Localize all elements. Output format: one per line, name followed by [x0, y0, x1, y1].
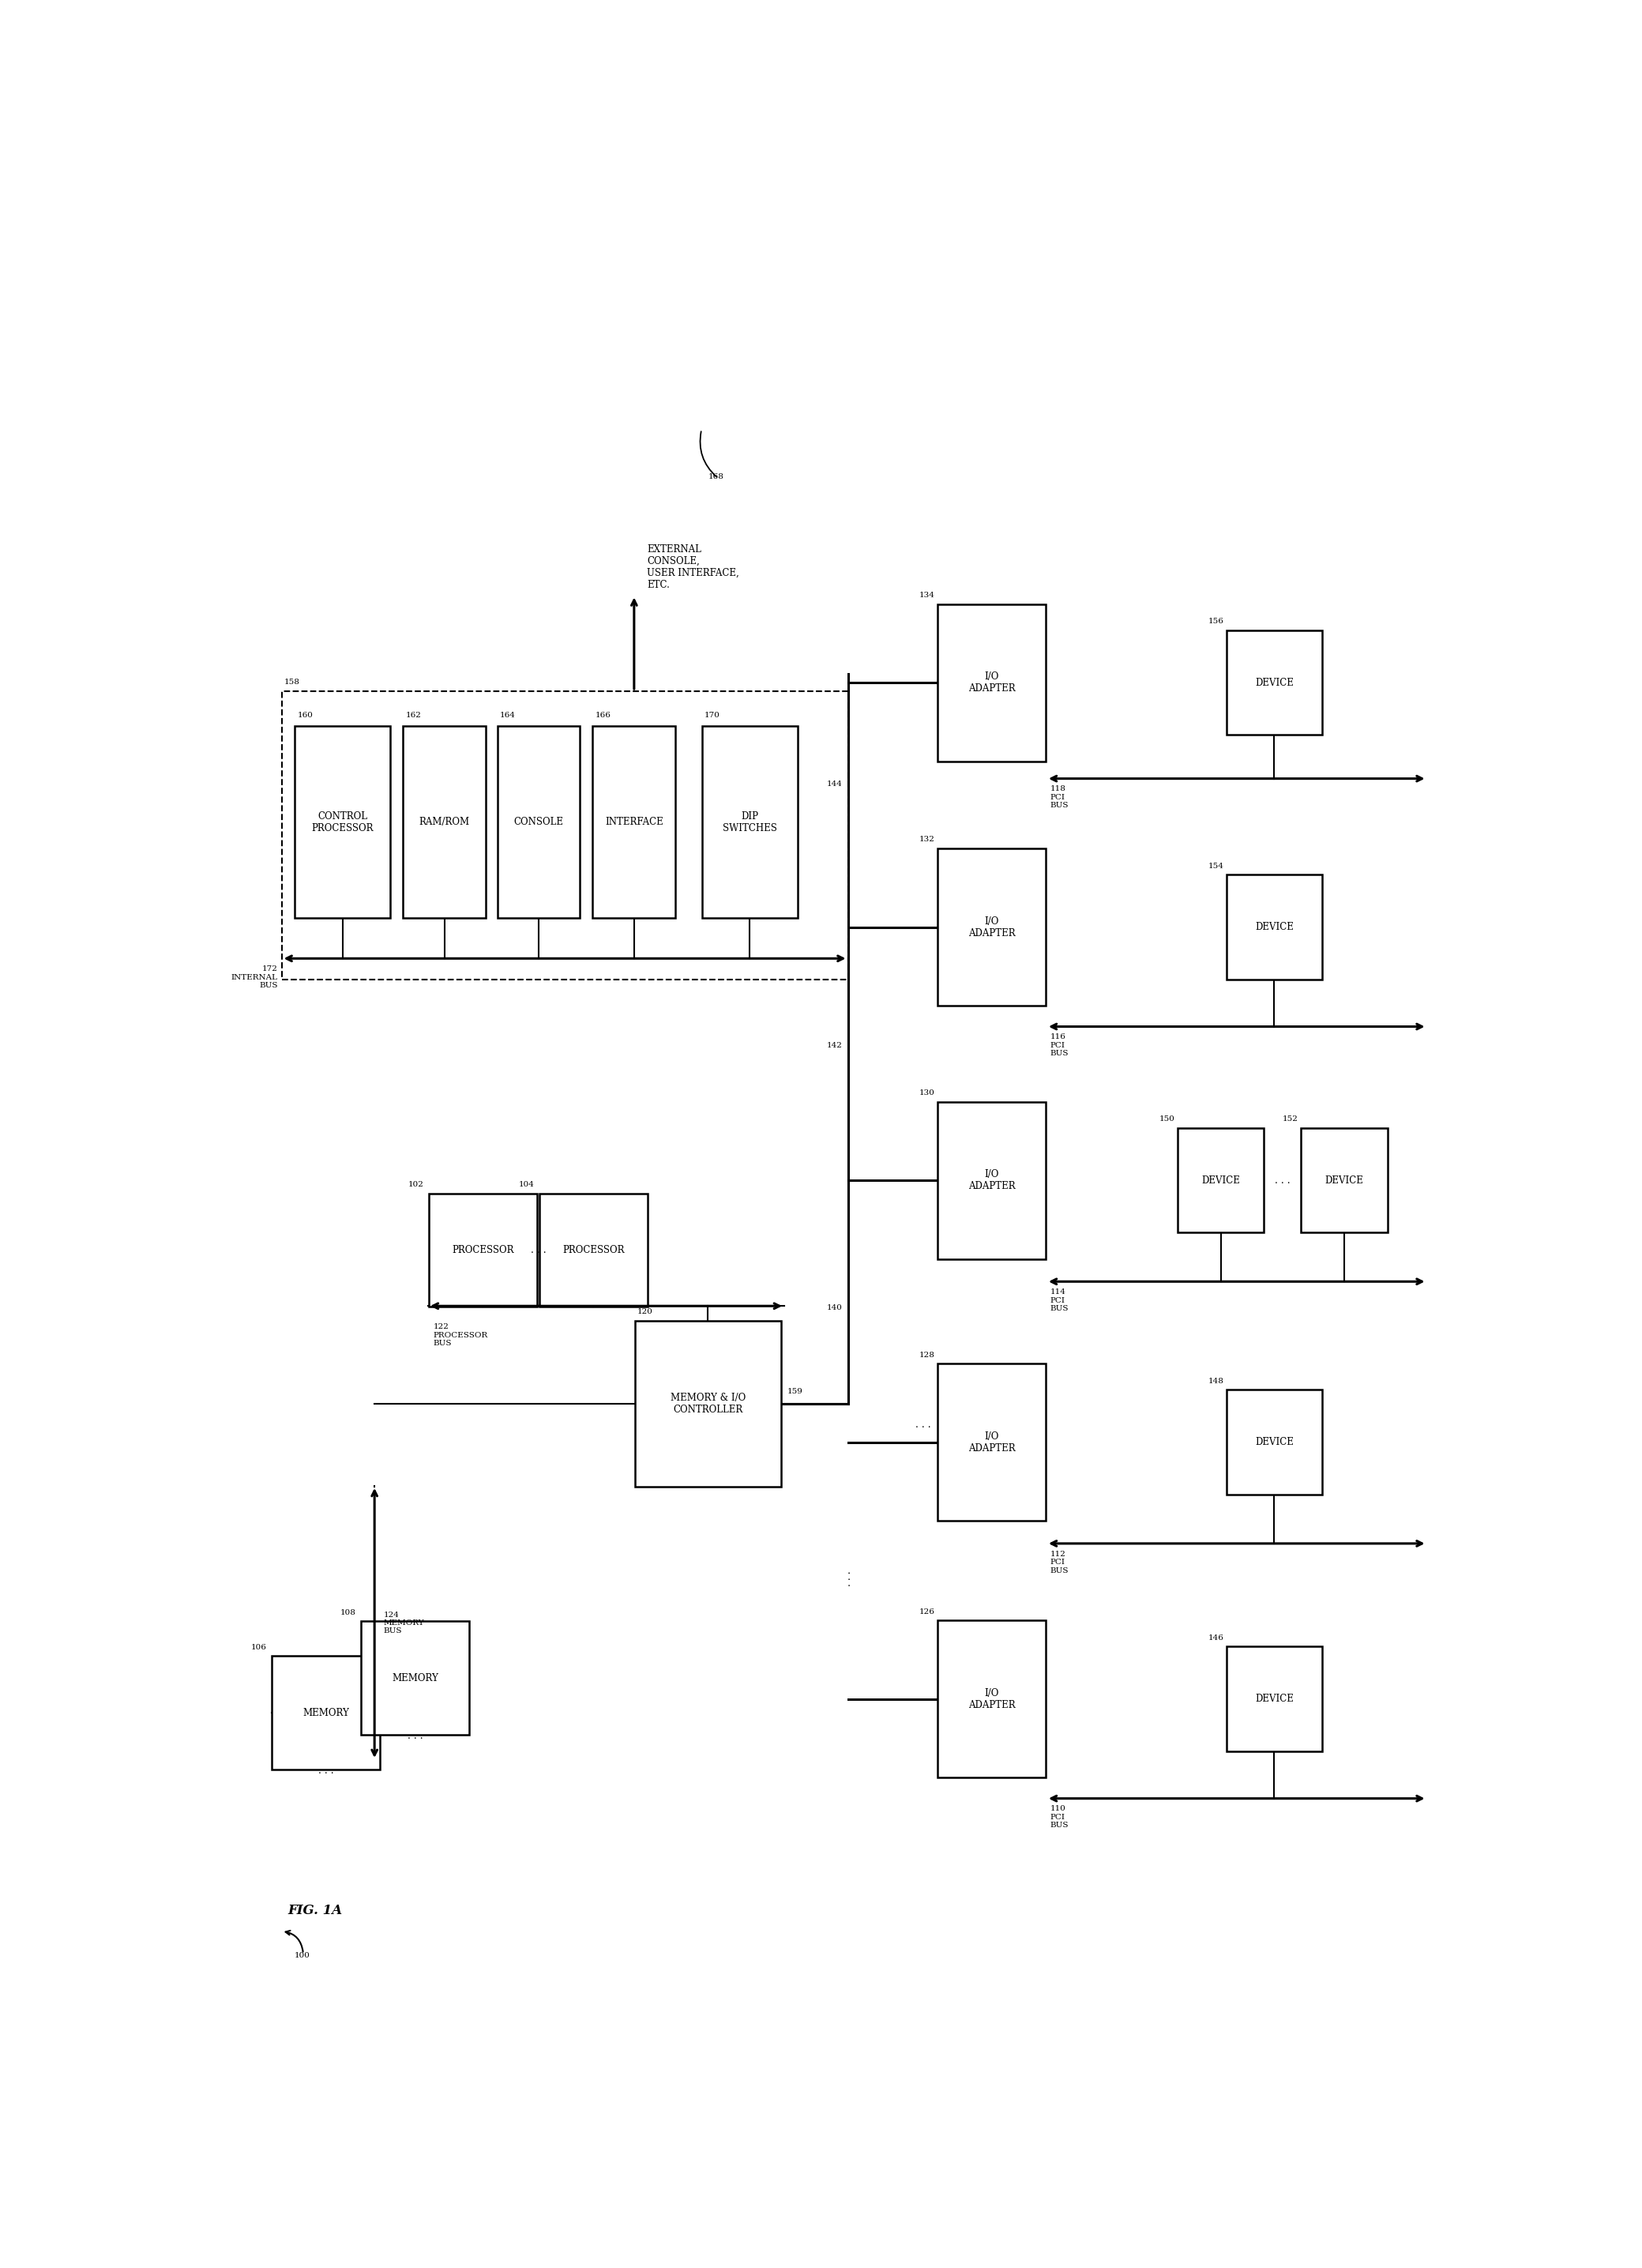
- Text: I/O
ADAPTER: I/O ADAPTER: [969, 1687, 1015, 1710]
- Text: MEMORY: MEMORY: [302, 1708, 350, 1719]
- Text: DEVICE: DEVICE: [1254, 678, 1294, 687]
- Text: 106: 106: [251, 1644, 268, 1651]
- Text: 160: 160: [297, 712, 314, 719]
- Text: 110
PCI
BUS: 110 PCI BUS: [1051, 1805, 1069, 1828]
- Text: 152: 152: [1282, 1116, 1299, 1123]
- Bar: [361, 1622, 470, 1735]
- Text: 150: 150: [1159, 1116, 1176, 1123]
- Text: . . .: . . .: [842, 1572, 854, 1585]
- Text: 130: 130: [920, 1089, 934, 1095]
- Bar: [938, 1619, 1046, 1778]
- Text: 170: 170: [704, 712, 721, 719]
- Text: DEVICE: DEVICE: [1254, 1438, 1294, 1447]
- Bar: [938, 1102, 1046, 1259]
- Text: DEVICE: DEVICE: [1254, 1694, 1294, 1703]
- Text: 114
PCI
BUS: 114 PCI BUS: [1051, 1288, 1069, 1313]
- Text: 159: 159: [788, 1388, 803, 1395]
- Text: . . .: . . .: [530, 1245, 547, 1254]
- Bar: [282, 692, 847, 980]
- Text: 142: 142: [828, 1043, 842, 1050]
- Text: 166: 166: [596, 712, 611, 719]
- Text: DEVICE: DEVICE: [1325, 1175, 1363, 1186]
- Text: 102: 102: [407, 1182, 424, 1188]
- Bar: [1227, 1647, 1322, 1751]
- Text: 116
PCI
BUS: 116 PCI BUS: [1051, 1034, 1069, 1057]
- Bar: [1300, 1127, 1387, 1234]
- Text: INTERFACE: INTERFACE: [604, 816, 663, 828]
- Text: MEMORY: MEMORY: [392, 1674, 438, 1683]
- Text: I/O
ADAPTER: I/O ADAPTER: [969, 1431, 1015, 1454]
- Text: 128: 128: [920, 1352, 934, 1359]
- Text: I/O
ADAPTER: I/O ADAPTER: [969, 1170, 1015, 1191]
- Text: 148: 148: [1209, 1377, 1223, 1383]
- Text: DEVICE: DEVICE: [1254, 921, 1294, 932]
- Bar: [273, 1656, 381, 1769]
- Text: CONTROL
PROCESSOR: CONTROL PROCESSOR: [312, 812, 374, 832]
- Text: 154: 154: [1209, 862, 1223, 869]
- Text: 122
PROCESSOR
BUS: 122 PROCESSOR BUS: [433, 1325, 488, 1347]
- Text: DIP
SWITCHES: DIP SWITCHES: [722, 812, 777, 832]
- Bar: [1227, 631, 1322, 735]
- Bar: [593, 726, 675, 919]
- Bar: [1177, 1127, 1264, 1234]
- Bar: [938, 1363, 1046, 1522]
- Bar: [938, 603, 1046, 762]
- Text: RAM/ROM: RAM/ROM: [419, 816, 470, 828]
- Text: 134: 134: [920, 592, 934, 599]
- Text: 156: 156: [1209, 617, 1223, 626]
- Bar: [1227, 1390, 1322, 1495]
- Text: . . .: . . .: [319, 1765, 333, 1776]
- Text: I/O
ADAPTER: I/O ADAPTER: [969, 916, 1015, 939]
- Bar: [635, 1320, 782, 1488]
- Bar: [404, 726, 486, 919]
- Bar: [938, 848, 1046, 1005]
- Text: 158: 158: [284, 678, 300, 685]
- Text: 104: 104: [519, 1182, 534, 1188]
- Text: 168: 168: [708, 474, 724, 481]
- Text: MEMORY & I/O
CONTROLLER: MEMORY & I/O CONTROLLER: [670, 1393, 745, 1415]
- Bar: [1227, 875, 1322, 980]
- Text: 164: 164: [499, 712, 516, 719]
- Text: 120: 120: [637, 1309, 654, 1315]
- Text: 132: 132: [920, 837, 934, 844]
- Text: 144: 144: [828, 780, 842, 787]
- Text: CONSOLE: CONSOLE: [514, 816, 563, 828]
- Bar: [703, 726, 798, 919]
- Text: 172
INTERNAL
BUS: 172 INTERNAL BUS: [232, 966, 277, 989]
- Text: 140: 140: [828, 1304, 842, 1311]
- Text: 162: 162: [406, 712, 422, 719]
- Text: 100: 100: [294, 1953, 310, 1960]
- Text: DEVICE: DEVICE: [1202, 1175, 1240, 1186]
- Text: 118
PCI
BUS: 118 PCI BUS: [1051, 785, 1069, 810]
- Text: 112
PCI
BUS: 112 PCI BUS: [1051, 1551, 1069, 1574]
- Text: 124
MEMORY
BUS: 124 MEMORY BUS: [384, 1610, 424, 1635]
- Text: FIG. 1A: FIG. 1A: [287, 1903, 343, 1916]
- Text: . . .: . . .: [1274, 1175, 1291, 1186]
- Text: PROCESSOR: PROCESSOR: [452, 1245, 514, 1254]
- Bar: [296, 726, 391, 919]
- Text: I/O
ADAPTER: I/O ADAPTER: [969, 671, 1015, 694]
- Bar: [498, 726, 580, 919]
- Text: PROCESSOR: PROCESSOR: [562, 1245, 624, 1254]
- Text: . . .: . . .: [407, 1730, 424, 1742]
- Text: EXTERNAL
CONSOLE,
USER INTERFACE,
ETC.: EXTERNAL CONSOLE, USER INTERFACE, ETC.: [647, 544, 739, 590]
- Text: 108: 108: [340, 1608, 356, 1617]
- Text: . . .: . . .: [916, 1420, 931, 1429]
- Text: 126: 126: [920, 1608, 934, 1615]
- Bar: [429, 1193, 537, 1306]
- Text: 146: 146: [1209, 1635, 1223, 1642]
- Bar: [539, 1193, 647, 1306]
